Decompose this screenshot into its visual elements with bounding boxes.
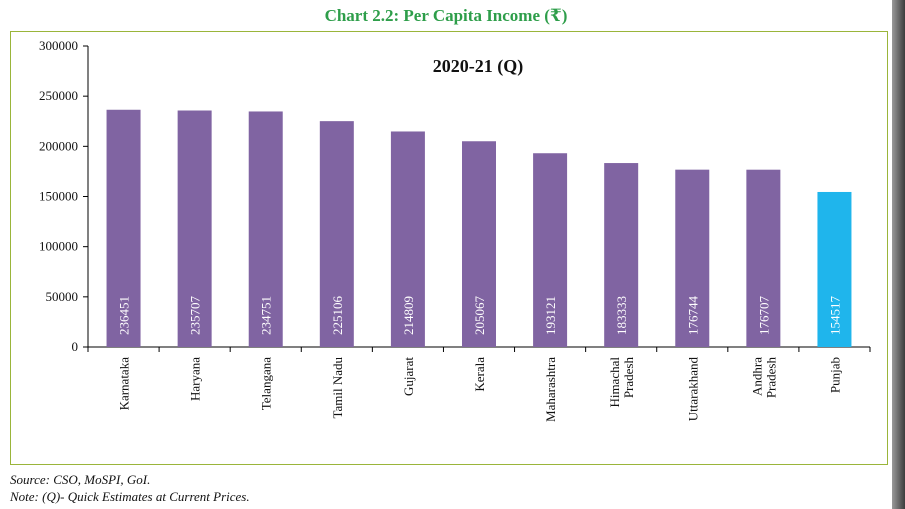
bar-value-label: 225106 [330, 296, 345, 336]
y-tick-label: 100000 [39, 239, 78, 254]
y-tick-label: 250000 [39, 88, 78, 103]
x-tick-label: Punjab [827, 357, 842, 393]
x-tick-label: Maharashtra [543, 357, 558, 422]
y-tick-label: 0 [72, 339, 79, 354]
bar-value-label: 214809 [401, 296, 416, 335]
bar-value-label: 183333 [614, 296, 629, 335]
bar [390, 131, 425, 347]
bar-value-label: 236451 [117, 296, 132, 335]
chart-frame [10, 31, 888, 465]
bar [319, 121, 354, 347]
chart-title: Chart 2.2: Per Capita Income (₹) [324, 6, 568, 25]
bar [604, 163, 639, 347]
bar [106, 109, 141, 347]
bar-value-label: 235707 [188, 296, 203, 336]
bar [746, 169, 781, 347]
x-tick-label: Telangana [259, 357, 274, 410]
chart-subtitle: 2020-21 (Q) [433, 56, 523, 77]
x-tick-label: Tamil Nadu [330, 357, 345, 419]
bar [248, 111, 283, 348]
bar-value-label: 176707 [756, 296, 771, 336]
bar [533, 153, 568, 347]
x-tick-label: Gujarat [401, 357, 416, 396]
y-tick-label: 150000 [39, 189, 78, 204]
y-axis: 0 50000 100000 150000 200000 250000 300000 [39, 38, 870, 354]
x-axis-labels: Karnataka Haryana Telangana Tamil Nadu Gujar… [87, 347, 871, 422]
bar [675, 169, 710, 347]
x-tick-label: Pradesh [763, 357, 778, 399]
x-tick-label: Andhra [749, 357, 764, 396]
x-tick-label: Uttarakhand [685, 357, 700, 422]
bar [817, 191, 852, 347]
y-tick-label: 50000 [46, 289, 79, 304]
y-tick-label: 300000 [39, 38, 78, 53]
page-edge-shadow [892, 0, 905, 509]
x-tick-label: Himachal [607, 357, 622, 408]
bar-value-label: 176744 [685, 296, 700, 336]
x-tick-label: Kerala [472, 357, 487, 392]
bar-value-label: 234751 [259, 296, 274, 335]
source-note: Source: CSO, MoSPI, GoI. [10, 472, 151, 487]
bar-chart: 2020-21 (Q) 0 50000 100000 150000 200000 2500… [39, 38, 871, 422]
x-tick-label: Pradesh [621, 357, 636, 399]
x-tick-label: Haryana [188, 357, 203, 401]
bar-value-label: 193121 [543, 296, 558, 335]
bar [177, 110, 212, 347]
bar-value-label: 205067 [472, 296, 487, 336]
bar-series: 236451 235707 234751 225106 214809 205067 1931… [106, 109, 852, 348]
bar [462, 141, 496, 347]
x-tick-label: Karnataka [117, 357, 132, 411]
estimate-note: Note: (Q)- Quick Estimates at Current Pr… [10, 489, 250, 504]
y-tick-label: 200000 [39, 138, 78, 153]
bar-value-label: 154517 [827, 296, 842, 336]
